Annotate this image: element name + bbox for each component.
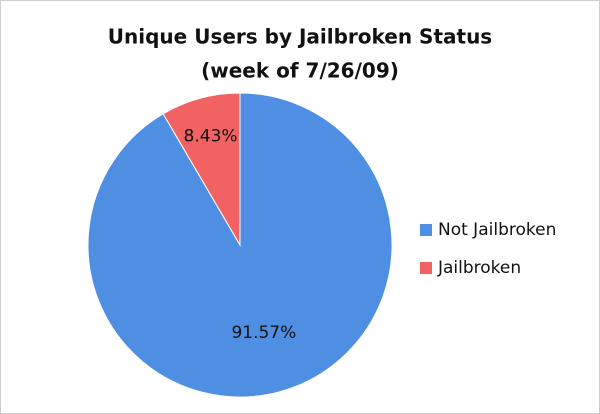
data-label: 91.57%: [231, 323, 296, 343]
legend-swatch: [420, 224, 432, 236]
chart-subtitle: (week of 7/26/09): [201, 59, 399, 83]
legend-swatch: [420, 262, 432, 274]
chart-title: Unique Users by Jailbroken Status: [108, 25, 492, 49]
data-label: 8.43%: [184, 126, 238, 146]
pie-slice: [162, 92, 241, 247]
legend-label: Not Jailbroken: [438, 220, 556, 240]
legend-label: Jailbroken: [437, 258, 521, 278]
